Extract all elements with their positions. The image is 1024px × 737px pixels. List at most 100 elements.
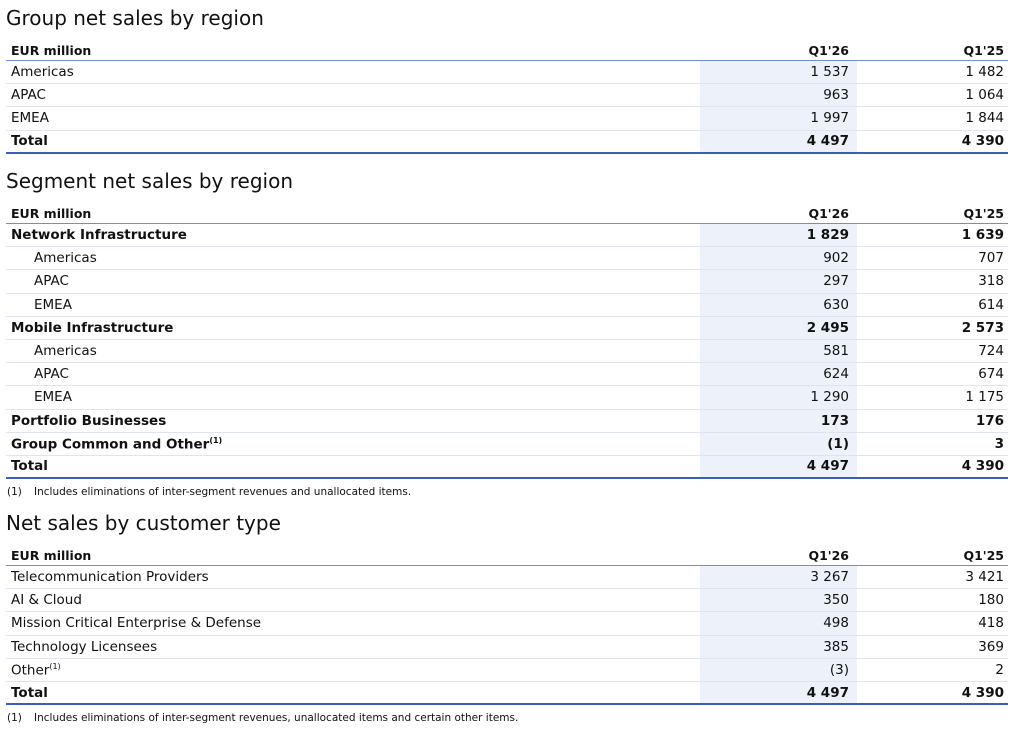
table-row: Total 4 497 4 390	[6, 130, 1008, 154]
header-row: EUR million Q1'26 Q1'25	[6, 202, 1008, 224]
header-col: Q1'26	[808, 43, 849, 58]
table-row: Other(1) (3) 2	[6, 658, 1008, 682]
footnote-text: Includes eliminations of inter-segment r…	[34, 486, 412, 499]
row-label: Mobile Infrastructure	[6, 320, 700, 336]
footnote-mark: (1)	[7, 486, 22, 499]
row-label: EMEA	[6, 389, 700, 405]
label-text: Total	[11, 458, 48, 475]
section-title: Net sales by customer type	[6, 511, 281, 535]
table-row: Group Common and Other(1) (1) 3	[6, 432, 1008, 456]
cell: 4 390	[961, 133, 1004, 150]
label-text: EMEA	[11, 110, 49, 127]
row-label: Portfolio Businesses	[6, 413, 700, 429]
label-text: Mobile Infrastructure	[11, 319, 174, 336]
footnote-mark: (1)	[7, 712, 22, 725]
cell: 1 537	[700, 61, 857, 84]
row-label: AI & Cloud	[6, 592, 700, 608]
row-label: Group Common and Other(1)	[6, 436, 700, 453]
label-text: Total	[11, 684, 48, 701]
cell: 1 829	[700, 224, 857, 247]
cell: 581	[700, 339, 857, 363]
table-row: Telecommunication Providers 3 267 3 421	[6, 566, 1008, 590]
label-text: Telecommunication Providers	[11, 569, 209, 586]
cell: 1 175	[965, 389, 1004, 406]
row-label: Other(1)	[6, 662, 700, 679]
row-label: Americas	[6, 250, 700, 266]
cell: 318	[978, 273, 1004, 290]
table-row: APAC 963 1 064	[6, 84, 1008, 108]
row-label: Technology Licensees	[6, 639, 700, 655]
table-row: EMEA 1 290 1 175	[6, 386, 1008, 410]
cell: 350	[700, 589, 857, 612]
cell: (3)	[700, 658, 857, 681]
table-row: Network Infrastructure 1 829 1 639	[6, 224, 1008, 248]
cell: 4 390	[961, 458, 1004, 475]
cell: 724	[978, 343, 1004, 360]
row-label: Network Infrastructure	[6, 227, 700, 243]
row-label: APAC	[6, 87, 700, 103]
cell: 1 639	[961, 227, 1004, 244]
header-col: Q1'25	[963, 43, 1004, 58]
cell: 1 482	[965, 64, 1004, 81]
table-section: Segment net sales by region EUR million Q1…	[6, 166, 1008, 505]
label-text: APAC	[34, 273, 69, 290]
label-text: Americas	[34, 250, 97, 267]
cell: 418	[978, 615, 1004, 632]
cell: 630	[700, 293, 857, 316]
row-label: Total	[6, 458, 700, 474]
label-text: AI & Cloud	[11, 592, 82, 609]
table-row: AI & Cloud 350 180	[6, 589, 1008, 613]
cell: 176	[975, 412, 1004, 429]
table-row: EMEA 630 614	[6, 293, 1008, 317]
cell: 1 290	[700, 386, 857, 409]
table-row: Portfolio Businesses 173 176	[6, 409, 1008, 433]
row-label: Telecommunication Providers	[6, 569, 700, 585]
row-label: Total	[6, 133, 700, 149]
cell: 4 390	[961, 684, 1004, 701]
table-row: Mobile Infrastructure 2 495 2 573	[6, 316, 1008, 340]
header-col: Q1'25	[963, 548, 1004, 563]
cell: 963	[700, 84, 857, 107]
label-text: EMEA	[34, 389, 72, 406]
header-row: EUR million Q1'26 Q1'25	[6, 544, 1008, 566]
footnote: (1) Includes eliminations of inter-segmen…	[6, 705, 1008, 731]
label-text: Total	[11, 133, 48, 150]
cell: 173	[700, 409, 857, 432]
section-title: Segment net sales by region	[6, 169, 293, 193]
cell: 369	[978, 638, 1004, 655]
row-label: Americas	[6, 343, 700, 359]
table-row: Total 4 497 4 390	[6, 455, 1008, 480]
label-text: Portfolio Businesses	[11, 412, 167, 429]
cell: 385	[700, 635, 857, 658]
cell: 902	[700, 247, 857, 270]
cell: 1 064	[965, 87, 1004, 104]
label-text: Mission Critical Enterprise & Defense	[11, 615, 262, 632]
table-row: EMEA 1 997 1 844	[6, 107, 1008, 131]
cell: 297	[700, 270, 857, 293]
label-text: APAC	[11, 87, 46, 104]
row-label: Mission Critical Enterprise & Defense	[6, 615, 700, 631]
table-row: APAC 297 318	[6, 270, 1008, 294]
cell: 180	[978, 592, 1004, 609]
table-row: Mission Critical Enterprise & Defense 498…	[6, 612, 1008, 636]
label-text: APAC	[34, 366, 69, 383]
header-col: Q1'26	[808, 206, 849, 221]
label-text: Technology Licensees	[11, 638, 158, 655]
footnote-ref: (1)	[49, 661, 61, 671]
label-text: Network Infrastructure	[11, 227, 187, 244]
table-row: APAC 624 674	[6, 363, 1008, 387]
cell: 498	[700, 612, 857, 635]
footnote-ref: (1)	[209, 435, 223, 445]
label-text: Americas	[11, 64, 74, 81]
table-section: Group net sales by region EUR million Q1'2…	[6, 3, 1008, 154]
cell: 707	[978, 250, 1004, 267]
footnote: (1) Includes eliminations of inter-segmen…	[6, 479, 1008, 505]
row-label: EMEA	[6, 297, 700, 313]
cell: 674	[978, 366, 1004, 383]
header-label: EUR million	[11, 206, 92, 221]
cell: 1 844	[965, 110, 1004, 127]
section-title: Group net sales by region	[6, 6, 264, 30]
cell: 624	[700, 363, 857, 386]
table-row: Technology Licensees 385 369	[6, 635, 1008, 659]
